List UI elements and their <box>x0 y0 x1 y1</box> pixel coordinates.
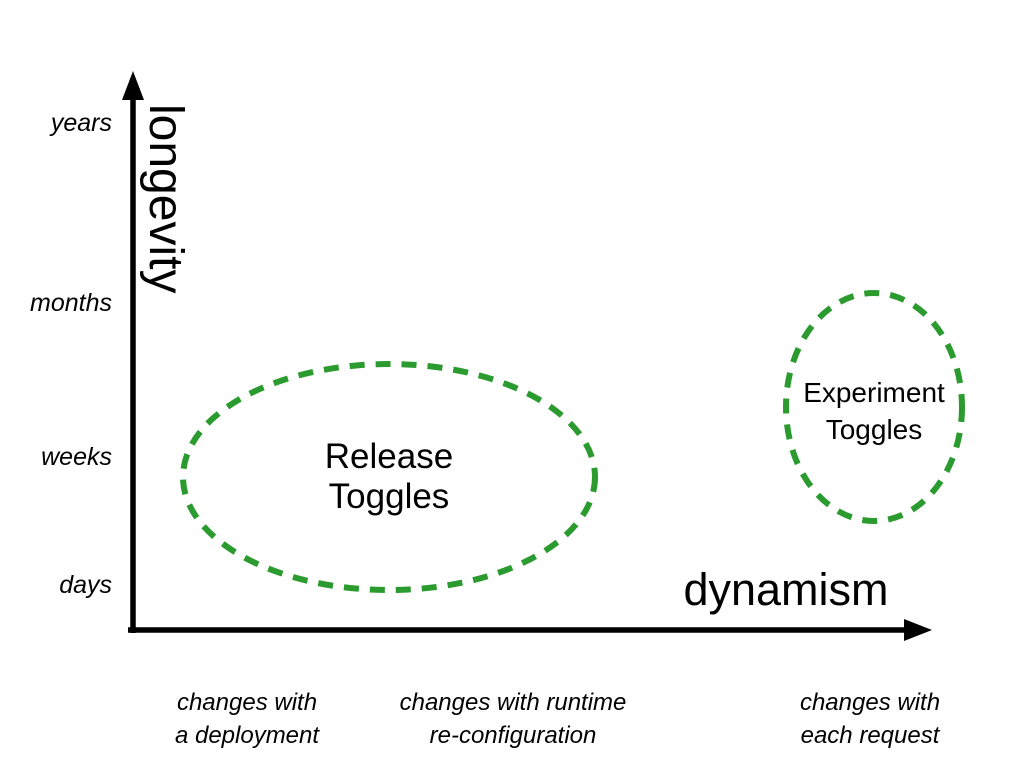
x-tick-runtime-reconfiguration: changes with runtime re-configuration <box>378 686 648 752</box>
x-tick-request-line2: each request <box>800 722 940 749</box>
y-axis-title: longevity <box>138 104 192 294</box>
y-axis-arrowhead <box>122 71 144 100</box>
y-tick-years: years <box>50 109 112 137</box>
x-tick-runtime-line2: re-configuration <box>429 722 597 749</box>
experiment-toggles-label-line2: Toggles <box>825 414 923 445</box>
release-toggles-label-line2: Toggles <box>328 477 450 516</box>
x-tick-deployment-line1: changes with <box>176 689 318 716</box>
experiment-toggles-label: Experiment Toggles <box>779 374 969 448</box>
x-tick-deployment: changes with a deployment <box>147 686 347 752</box>
y-tick-weeks: weeks <box>41 443 112 471</box>
release-toggles-label-line1: Release <box>324 437 454 476</box>
x-tick-each-request: changes with each request <box>765 686 975 752</box>
y-tick-months: months <box>30 289 112 317</box>
x-axis-arrowhead <box>904 619 932 641</box>
x-axis-title: dynamism <box>683 564 889 615</box>
x-tick-request-line1: changes with <box>799 689 941 716</box>
x-tick-runtime-line1: changes with runtime <box>399 689 627 716</box>
release-toggles-ellipse <box>180 361 598 593</box>
y-tick-days: days <box>59 571 112 599</box>
experiment-toggles-ellipse <box>783 290 965 524</box>
release-toggles-label: Release Toggles <box>289 437 489 517</box>
x-tick-deployment-line2: a deployment <box>174 722 320 749</box>
experiment-toggles-label-line1: Experiment <box>803 377 945 408</box>
